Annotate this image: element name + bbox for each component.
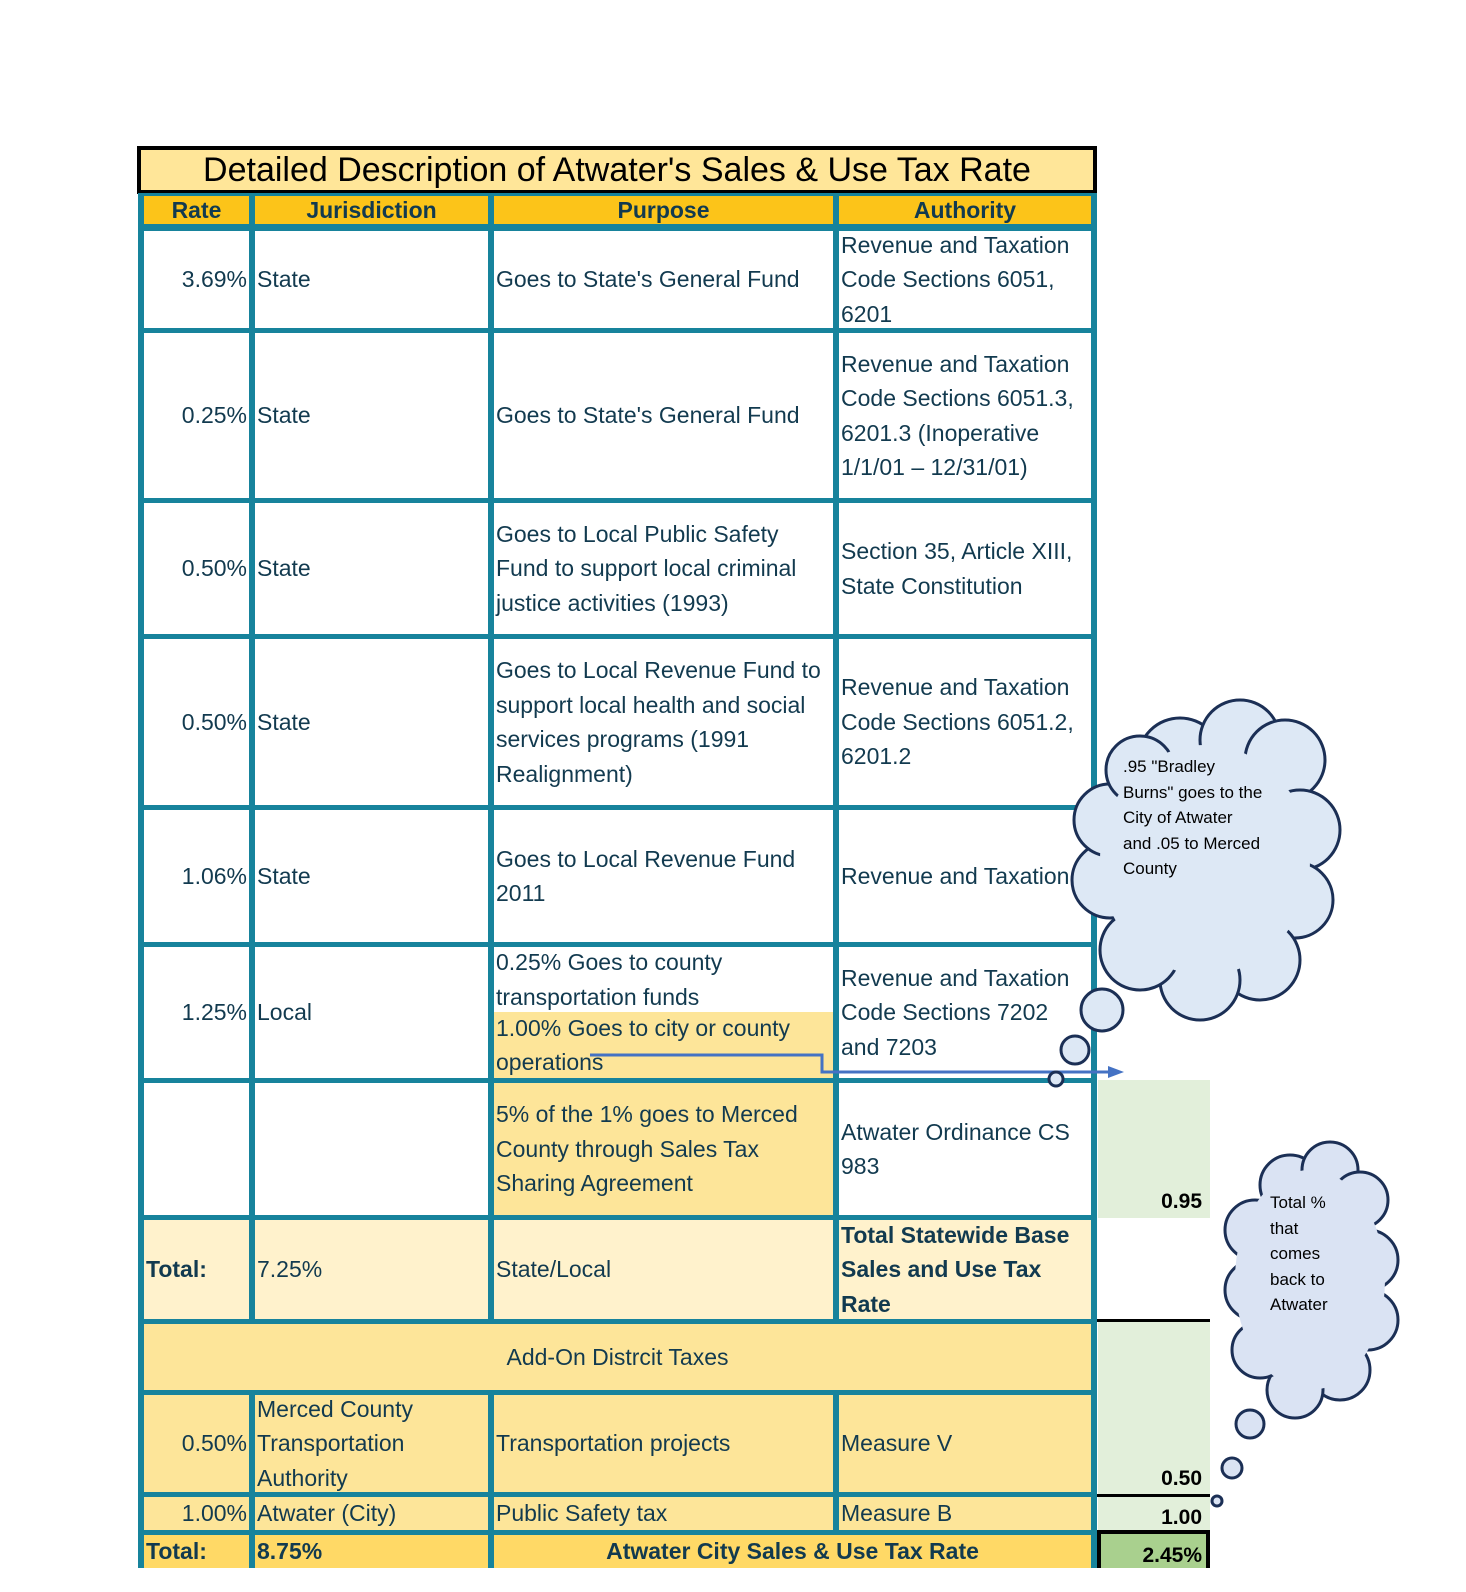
header-jurisdiction: Jurisdiction (255, 196, 488, 224)
authority-cell: Atwater Ordinance CS 983 (839, 1083, 1091, 1215)
purpose-cell: Goes to Local Revenue Fund 2011 (494, 810, 833, 942)
rate-cell: 1.06% (144, 810, 249, 942)
purpose-cell: Goes to Local Public Safety Fund to supp… (494, 503, 833, 634)
table-title: Detailed Description of Atwater's Sales … (137, 146, 1097, 194)
side-value-measure-v: 0.50 (1098, 1322, 1210, 1495)
callout-bradley-text: .95 "Bradley Burns" goes to the City of … (1123, 757, 1263, 878)
total-authority: Total Statewide Base Sales and Use Tax R… (839, 1220, 1091, 1319)
rate-cell: 1.00% (144, 1497, 249, 1530)
cloud-callout-bradley (1047, 698, 1342, 1088)
rate-cell: 0.50% (144, 1395, 249, 1492)
total-purpose: State/Local (494, 1220, 833, 1319)
rate-cell (144, 1083, 249, 1215)
purpose-cell-highlighted: 1.00% Goes to city or county operations (494, 1012, 833, 1078)
header-rate: Rate (144, 196, 249, 224)
authority-cell: Section 35, Article XIII, State Constitu… (839, 503, 1091, 634)
rate-cell: 0.50% (144, 639, 249, 805)
rate-cell: 0.50% (144, 503, 249, 634)
jurisdiction-cell: Local (255, 947, 488, 1078)
purpose-cell: 0.25% Goes to county transportation fund… (494, 947, 833, 1012)
authority-cell: Measure V (839, 1395, 1091, 1492)
authority-cell: Revenue and Taxation Code Sections 7202 … (839, 947, 1091, 1078)
cloud-callout-total (1210, 1140, 1400, 1508)
header-purpose: Purpose (494, 196, 833, 224)
jurisdiction-cell (255, 1083, 488, 1215)
authority-cell: Revenue and Taxation Code Sections 6051.… (839, 810, 1091, 942)
header-authority: Authority (839, 196, 1091, 224)
authority-cell: Measure B (839, 1497, 1091, 1530)
purpose-cell: Goes to State's General Fund (494, 333, 833, 498)
purpose-cell: Public Safety tax (494, 1497, 833, 1530)
total-label: Total: (144, 1220, 249, 1319)
rate-cell: 0.25% (144, 333, 249, 498)
jurisdiction-cell: Atwater (City) (255, 1497, 488, 1530)
authority-cell: Revenue and Taxation Code Sections 6051.… (839, 333, 1091, 498)
rate-cell: 1.25% (144, 947, 249, 1078)
purpose-cell: Goes to Local Revenue Fund to support lo… (494, 639, 833, 805)
side-value-bradley-burns: 0.95 (1098, 1080, 1210, 1218)
grand-total-label: Total: (144, 1535, 249, 1568)
addon-section-label: Add-On Distrcit Taxes (144, 1324, 1091, 1390)
grand-total-rate: 8.75% (255, 1535, 488, 1568)
jurisdiction-cell: Merced County Transportation Authority (255, 1395, 488, 1492)
side-value-measure-b: 1.00 (1098, 1497, 1210, 1530)
total-rate: 7.25% (255, 1220, 488, 1319)
grand-total-description: Atwater City Sales & Use Tax Rate (494, 1535, 1091, 1568)
jurisdiction-cell: State (255, 231, 488, 328)
jurisdiction-cell: State (255, 333, 488, 498)
authority-cell: Revenue and Taxation Code Sections 6051,… (839, 231, 1091, 328)
jurisdiction-cell: State (255, 639, 488, 805)
divider-line (1097, 1319, 1210, 1322)
side-total: 2.45% (1097, 1530, 1210, 1568)
purpose-cell: Transportation projects (494, 1395, 833, 1492)
jurisdiction-cell: State (255, 810, 488, 942)
purpose-cell: Goes to State's General Fund (494, 231, 833, 328)
jurisdiction-cell: State (255, 503, 488, 634)
authority-cell: Revenue and Taxation Code Sections 6051.… (839, 639, 1091, 805)
rate-cell: 3.69% (144, 231, 249, 328)
purpose-cell: 5% of the 1% goes to Merced County throu… (494, 1083, 833, 1215)
callout-total-text: Total % that comes back to Atwater (1270, 1193, 1328, 1314)
divider-line (1097, 1494, 1210, 1497)
